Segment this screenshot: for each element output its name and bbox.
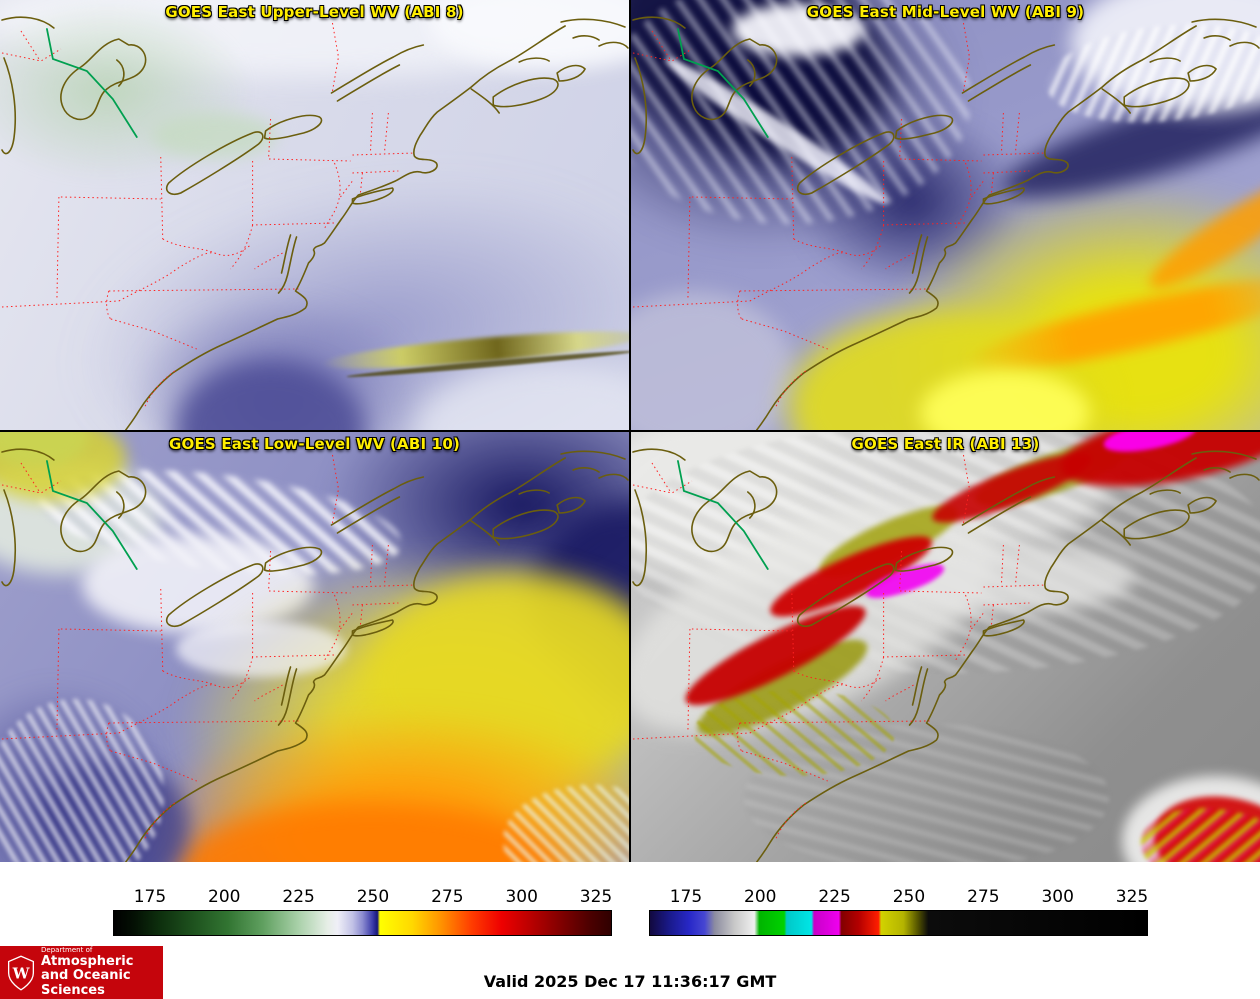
- state-borders: [1, 454, 415, 840]
- logo-text: Department of Atmospheric and Oceanic Sc…: [41, 947, 157, 998]
- basemap-slot: [631, 432, 1260, 862]
- basemap-slot: [0, 432, 629, 862]
- panel-ir: GOES East IR (ABI 13): [631, 432, 1260, 862]
- uw-crest-icon: W: [7, 955, 35, 991]
- wv-colorbar-gradient: [113, 910, 612, 936]
- tick-label: 175: [133, 887, 167, 907]
- tick-label: 300: [1041, 887, 1074, 907]
- tick-label: 225: [818, 887, 851, 907]
- imagery-feature: [693, 690, 896, 776]
- imagery-feature: [731, 4, 864, 56]
- basemap-slot: [0, 0, 629, 430]
- logo-line-1: Atmospheric: [41, 953, 134, 969]
- ir-colorbar: 175 200 225 250 275 300 325: [649, 886, 1148, 945]
- valid-time-label: Valid 2025 Dec 17 11:36:17 GMT: [483, 972, 777, 991]
- imagery-feature: [176, 621, 346, 678]
- tick-label: 275: [431, 887, 464, 907]
- panel-low-level-wv: GOES East Low-Level WV (ABI 10): [0, 432, 629, 862]
- tick-label: 275: [967, 887, 1000, 907]
- highlight-line: [677, 28, 769, 138]
- basemap-overlay: [1, 448, 629, 862]
- logo-dept-line: Department of: [41, 946, 93, 955]
- panel-title-ir: GOES East IR (ABI 13): [851, 435, 1040, 453]
- tick-label: 225: [282, 887, 315, 907]
- ir-colorbar-gradient: [649, 910, 1148, 936]
- panel-title-upper-level-wv: GOES East Upper-Level WV (ABI 8): [165, 3, 464, 21]
- tick-label: 175: [669, 887, 703, 907]
- coastlines: [1, 448, 629, 862]
- panel-title-low-level-wv: GOES East Low-Level WV (ABI 10): [168, 435, 461, 453]
- tick-label: 250: [356, 887, 390, 907]
- tick-label: 325: [1115, 887, 1149, 907]
- tick-label: 325: [579, 887, 613, 907]
- tick-label: 200: [744, 887, 777, 907]
- imagery-low-level-wv: [0, 432, 629, 862]
- quad-panel-grid: GOES East Upper-Level WV (ABI 8): [0, 0, 1260, 862]
- state-borders: [632, 22, 1046, 408]
- tick-label: 200: [208, 887, 241, 907]
- svg-text:W: W: [12, 964, 31, 982]
- uw-aos-logo: W Department of Atmospheric and Oceanic …: [0, 946, 163, 999]
- state-borders: [632, 454, 1046, 840]
- highlight-line: [46, 460, 138, 570]
- tick-label: 300: [505, 887, 538, 907]
- panel-upper-level-wv: GOES East Upper-Level WV (ABI 8): [0, 0, 629, 430]
- basemap-overlay: [632, 448, 1260, 862]
- basemap-overlay: [1, 16, 629, 430]
- state-borders: [1, 22, 415, 408]
- imagery-upper-level-wv: [0, 0, 629, 430]
- coastlines: [632, 448, 1260, 862]
- imagery-feature: [0, 698, 164, 862]
- legend-row: 175 200 225 250 275 300 325 175 200 225 …: [0, 862, 1260, 945]
- panel-title-mid-level-wv: GOES East Mid-Level WV (ABI 9): [806, 3, 1085, 21]
- basemap-overlay: [632, 16, 1260, 430]
- tick-label: 250: [892, 887, 926, 907]
- wv-colorbar-ticks: 175 200 225 250 275 300 325: [113, 886, 613, 910]
- imagery-mid-level-wv: [631, 0, 1260, 430]
- panel-mid-level-wv: GOES East Mid-Level WV (ABI 9): [631, 0, 1260, 430]
- footer: Valid 2025 Dec 17 11:36:17 GMT W Departm…: [0, 945, 1260, 999]
- highlight-line: [46, 28, 138, 138]
- coastlines: [1, 16, 629, 430]
- logo-line-2: and Oceanic Sciences: [41, 968, 131, 998]
- basemap-slot: [631, 0, 1260, 430]
- highlight-line: [677, 460, 769, 570]
- ir-colorbar-ticks: 175 200 225 250 275 300 325: [649, 886, 1149, 910]
- coastlines: [632, 16, 1260, 430]
- imagery-ir: [631, 432, 1260, 862]
- wv-colorbar: 175 200 225 250 275 300 325: [113, 886, 612, 945]
